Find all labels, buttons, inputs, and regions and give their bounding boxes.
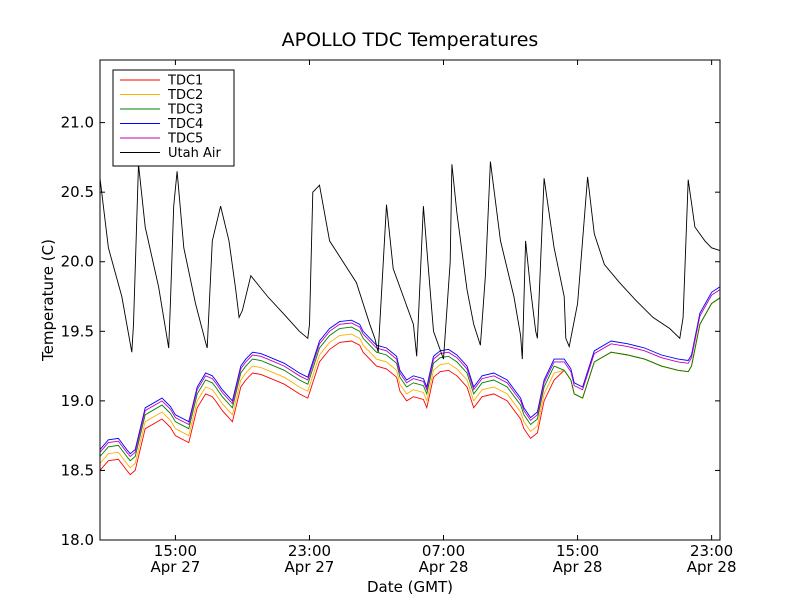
x-tick-date-label: Apr 28: [419, 558, 469, 576]
series-line-tdc1: [99, 297, 721, 476]
legend-label-tdc3: TDC3: [167, 103, 203, 118]
plot-lines: [99, 161, 721, 476]
x-tick-time-label: 23:00: [690, 542, 733, 560]
y-tick-label: 19.5: [61, 322, 94, 340]
legend-label-tdc1: TDC1: [167, 74, 203, 89]
series-line-tdc4: [99, 286, 721, 455]
y-tick-label: 19.0: [61, 392, 94, 410]
x-tick-date-label: Apr 28: [687, 558, 737, 576]
legend-label-utah-air: Utah Air: [168, 146, 221, 161]
plot-frame: [99, 59, 721, 541]
chart-title: APOLLO TDC Temperatures: [282, 29, 539, 51]
x-tick-time-label: 15:00: [154, 542, 197, 560]
x-tick-time-label: 23:00: [288, 542, 331, 560]
series-line-tdc3: [99, 297, 721, 462]
y-axis-ticks: 18.0 18.5 19.0 19.5 20.0 20.5 21.0: [61, 114, 720, 549]
legend-box: [112, 69, 235, 167]
x-axis-label: Date (GMT): [367, 578, 453, 596]
legend-label-tdc4: TDC4: [167, 117, 203, 132]
y-tick-label: 20.5: [61, 183, 94, 201]
legend-label-tdc5: TDC5: [167, 132, 203, 147]
x-tick-time-label: 07:00: [422, 542, 465, 560]
x-tick-date-label: Apr 27: [285, 558, 335, 576]
y-tick-label: 18.0: [61, 531, 94, 549]
x-tick-date-label: Apr 28: [553, 558, 603, 576]
y-axis-label: Temperature (C): [39, 239, 57, 362]
x-tick-date-label: Apr 27: [150, 558, 200, 576]
y-tick-label: 20.0: [61, 253, 94, 271]
series-line-utah-air: [99, 161, 721, 360]
legend-label-tdc2: TDC2: [167, 88, 203, 103]
series-line-tdc5: [99, 289, 721, 458]
x-tick-time-label: 15:00: [556, 542, 599, 560]
y-tick-label: 21.0: [61, 114, 94, 132]
y-tick-label: 18.5: [61, 461, 94, 479]
series-line-tdc2: [99, 297, 721, 469]
